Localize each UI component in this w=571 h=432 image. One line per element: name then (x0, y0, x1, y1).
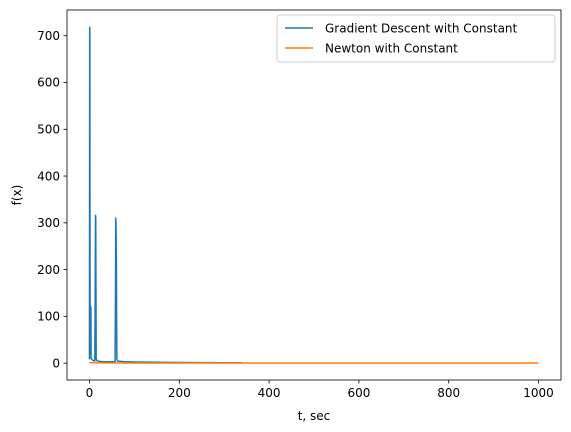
legend-label-0: Gradient Descent with Constant (325, 21, 518, 35)
y-tick-label: 0 (52, 356, 60, 370)
x-tick-label: 1000 (523, 386, 554, 400)
y-tick-label: 200 (37, 263, 60, 277)
series-line-1 (89, 361, 539, 364)
y-tick-label: 100 (37, 310, 60, 324)
legend-label-1: Newton with Constant (325, 41, 458, 55)
series-line-0 (88, 26, 243, 364)
x-tick-label: 200 (168, 386, 191, 400)
y-axis: 0 100 200 300 400 500 600 700 (37, 29, 67, 370)
x-tick-label: 600 (347, 386, 370, 400)
x-axis: 0 200 400 600 800 1000 (86, 380, 554, 400)
y-tick-label: 400 (37, 169, 60, 183)
legend: Gradient Descent with Constant Newton wit… (276, 14, 556, 63)
axes-spines (66, 9, 562, 381)
legend-box (276, 14, 556, 63)
x-tick-label: 400 (258, 386, 281, 400)
axes-frame (66, 9, 562, 381)
y-axis-label: f(x) (10, 185, 24, 206)
y-tick-label: 600 (37, 76, 60, 90)
y-tick-label: 500 (37, 122, 60, 136)
x-axis-label: t, sec (298, 409, 331, 423)
y-tick-label: 700 (37, 29, 60, 43)
x-tick-label: 0 (86, 386, 94, 400)
x-tick-label: 800 (437, 386, 460, 400)
y-tick-label: 300 (37, 216, 60, 230)
series-layer (88, 26, 539, 364)
